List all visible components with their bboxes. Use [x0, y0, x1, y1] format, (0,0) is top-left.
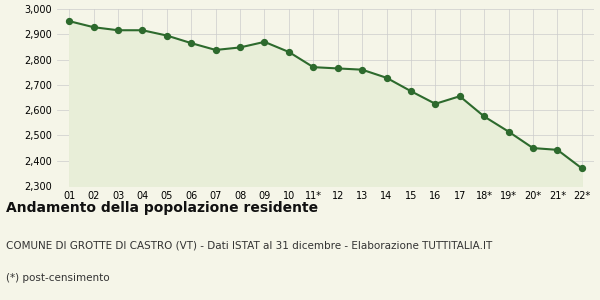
- Point: [504, 129, 514, 134]
- Point: [64, 19, 74, 23]
- Point: [211, 48, 220, 52]
- Point: [162, 33, 172, 38]
- Point: [308, 65, 318, 70]
- Text: Andamento della popolazione residente: Andamento della popolazione residente: [6, 201, 318, 215]
- Point: [455, 94, 464, 99]
- Point: [479, 114, 489, 119]
- Point: [89, 25, 98, 30]
- Point: [577, 166, 587, 171]
- Point: [187, 41, 196, 46]
- Point: [382, 75, 391, 80]
- Point: [333, 66, 343, 71]
- Point: [137, 28, 147, 33]
- Point: [358, 67, 367, 72]
- Text: COMUNE DI GROTTE DI CASTRO (VT) - Dati ISTAT al 31 dicembre - Elaborazione TUTTI: COMUNE DI GROTTE DI CASTRO (VT) - Dati I…: [6, 240, 492, 250]
- Point: [431, 101, 440, 106]
- Point: [553, 147, 562, 152]
- Point: [113, 28, 123, 33]
- Point: [284, 50, 293, 54]
- Point: [235, 45, 245, 50]
- Text: (*) post-censimento: (*) post-censimento: [6, 273, 110, 283]
- Point: [260, 40, 269, 44]
- Point: [528, 146, 538, 151]
- Point: [406, 89, 416, 94]
